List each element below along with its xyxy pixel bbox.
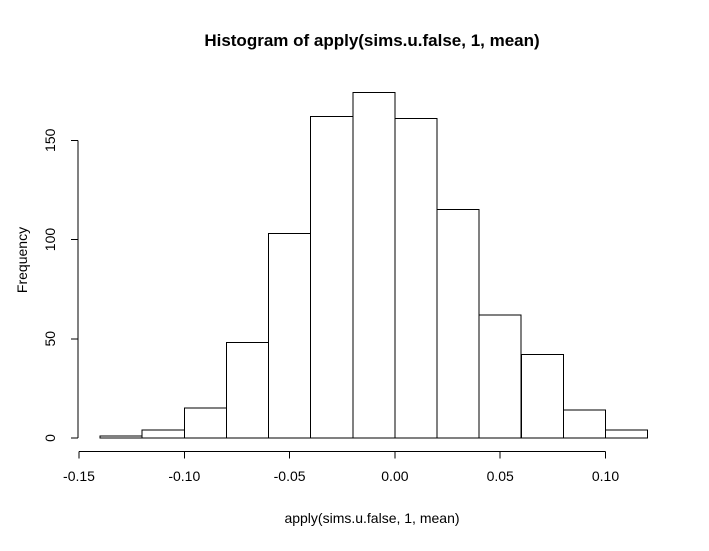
x-tick-label: 0.00 [381, 468, 408, 484]
y-tick-label: 0 [42, 434, 58, 442]
histogram-bar [520, 354, 564, 439]
histogram-bars [99, 92, 649, 439]
histogram-bar [394, 117, 438, 439]
histogram-bar [225, 342, 269, 439]
histogram-bar [99, 435, 143, 439]
histogram-bar [183, 407, 227, 439]
histogram-bar [605, 429, 649, 439]
y-tick-label: 50 [42, 331, 58, 347]
y-axis-title: Frequency [14, 227, 30, 293]
x-axis-title: apply(sims.u.false, 1, mean) [284, 510, 459, 526]
x-tick-label: -0.10 [168, 468, 200, 484]
histogram-bar [436, 209, 480, 439]
histogram-bar [562, 409, 607, 439]
histogram-bar [268, 233, 312, 439]
y-tick-label: 150 [42, 128, 58, 152]
x-tick-label: -0.05 [274, 468, 306, 484]
histogram-bar [310, 115, 354, 439]
x-axis: -0.15 -0.10 -0.05 0.00 0.05 0.10 [63, 451, 619, 484]
y-tick-label: 100 [42, 228, 58, 252]
histogram-bar [141, 429, 185, 439]
histogram-bar [478, 314, 522, 439]
x-tick-label: 0.10 [592, 468, 619, 484]
histogram-bar [352, 92, 396, 439]
y-axis: 0 50 100 150 [42, 128, 79, 442]
x-tick-label: 0.05 [487, 468, 514, 484]
x-tick-label: -0.15 [63, 468, 95, 484]
chart-title: Histogram of apply(sims.u.false, 1, mean… [204, 31, 539, 50]
